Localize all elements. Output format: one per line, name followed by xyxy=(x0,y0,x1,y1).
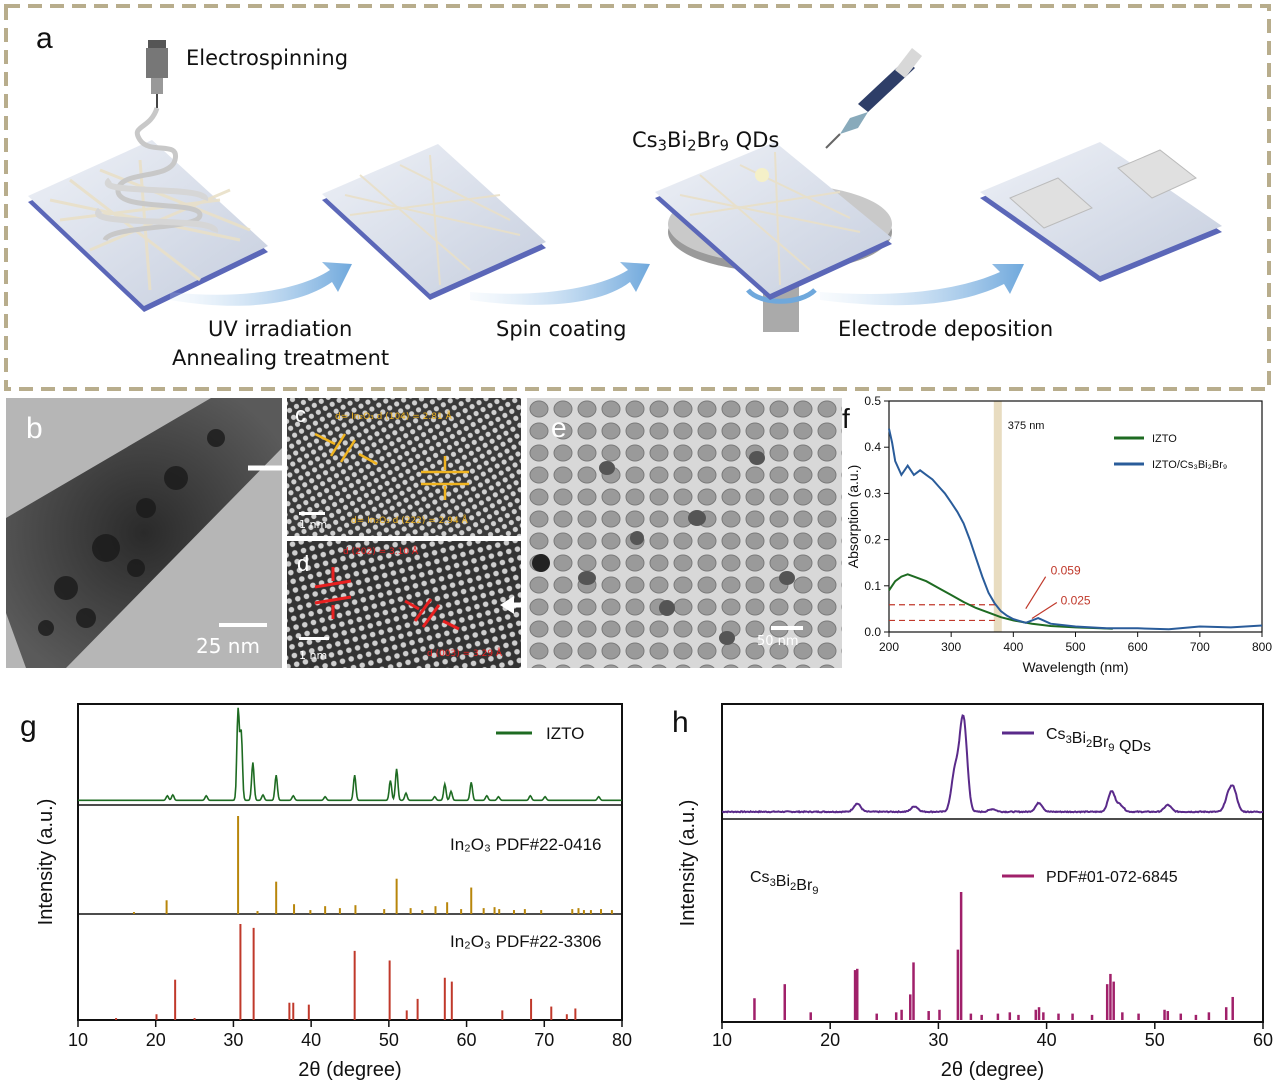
x-tick-label-f: 400 xyxy=(1003,640,1023,654)
series-line-f-0 xyxy=(888,573,1113,630)
chart-h-xrd-cbb: 10 20 30 40 50 60 2θ (degree) Intensity (a.u.) C… xyxy=(672,703,1273,1081)
annot-arrow-1 xyxy=(1031,601,1058,619)
x-tick-label-f: 500 xyxy=(1065,640,1085,654)
x-tick-label-h: 30 xyxy=(928,1030,948,1050)
arrow-1 xyxy=(170,262,352,306)
annot-arrow-0 xyxy=(1025,576,1047,610)
y-tick-label-f: 0.0 xyxy=(864,625,881,639)
x-tick-label-h: 20 xyxy=(820,1030,840,1050)
panel-a-frame xyxy=(4,4,1271,391)
pipette-icon xyxy=(825,48,922,149)
panel-letter-h: h xyxy=(672,706,689,739)
panel-letter-g: g xyxy=(20,710,37,743)
x-tick-label-f: 200 xyxy=(879,640,899,654)
series-label-pdf3306: In₂O₃ PDF#22-3306 xyxy=(450,932,602,951)
scale-e: 50 nm xyxy=(757,634,799,649)
arrow-2 xyxy=(470,262,650,305)
y-tick-label-f: 0.3 xyxy=(864,486,881,500)
x-tick-label-g: 60 xyxy=(457,1030,477,1050)
uv-label: UV irradiation xyxy=(208,317,353,341)
x-tick-label-g: 50 xyxy=(379,1030,399,1050)
panel-c-hrtem-image: c d= In₂O₃ d (104) = 2.81 Å d= In₂O₃ d (… xyxy=(287,398,521,536)
scale-d: 1 nm xyxy=(299,649,328,662)
x-tick-label-f: 800 xyxy=(1252,640,1272,654)
lattice-marker-d xyxy=(314,567,460,631)
panel-a-figure xyxy=(4,4,1271,391)
substrate-spin xyxy=(655,142,892,300)
qd-label: Cs3Bi2Br9 QDs xyxy=(632,128,780,155)
y-axis-label-h: Intensity (a.u.) xyxy=(677,800,699,927)
spinneret-icon xyxy=(146,40,168,108)
substrate-annealed xyxy=(322,144,546,300)
y-axis-label-g: Intensity (a.u.) xyxy=(35,799,57,926)
qd-droplet xyxy=(755,168,769,182)
marker-label: 375 nm xyxy=(1008,420,1045,432)
series-line-qds xyxy=(721,714,1264,814)
x-tick-label-h: 50 xyxy=(1145,1030,1165,1050)
annot-text-1: 0.025 xyxy=(1061,593,1091,607)
plot-frame-h xyxy=(721,703,1264,1023)
panel-letter-b: b xyxy=(26,412,43,445)
annot-c-1: d= In₂O₃ d (104) = 2.81 Å xyxy=(335,412,452,422)
plot-frame-g xyxy=(77,703,623,1021)
y-tick-label-f: 0.5 xyxy=(864,394,881,408)
x-tick-label-h: 40 xyxy=(1037,1030,1057,1050)
x-tick-label-h: 60 xyxy=(1253,1030,1273,1050)
series-line-f-1 xyxy=(888,428,1263,631)
panel-d-hrtem-image: d d (202) = 3.10 Å d (003) = 3.29 Å 1 nm xyxy=(287,541,521,668)
chart-g-xrd-izto: 10 20 30 40 50 60 70 80 2θ (degree) Intensity (a.… xyxy=(20,703,632,1081)
x-tick-label-f: 300 xyxy=(941,640,961,654)
fiber-coil xyxy=(95,107,218,242)
scale-b: 25 nm xyxy=(196,634,260,658)
panel-letter-f: f xyxy=(842,403,850,434)
annot-d-1: d (202) = 3.10 Å xyxy=(343,547,419,557)
annot-c-2: d= In₂O₃ d (222) = 2.94 Å xyxy=(351,516,468,526)
series-line-izto xyxy=(78,707,622,802)
substrate-electrodes xyxy=(980,142,1222,282)
x-tick-label-f: 700 xyxy=(1190,640,1210,654)
x-tick-label-f: 600 xyxy=(1128,640,1148,654)
legend-label-h-1: PDF#01-072-6845 xyxy=(1046,869,1178,886)
panel-letter-c: c xyxy=(295,402,306,427)
arrow-3 xyxy=(820,264,1024,306)
x-tick-label-g: 40 xyxy=(301,1030,321,1050)
panel-b-tem-image: b 25 nm xyxy=(6,398,282,668)
chart-f-absorption: 375 nm 200 300 400 500 600 700 800 0.0 0.1 0.2 0.3 0… xyxy=(842,394,1272,675)
y-tick-label-f: 0.2 xyxy=(864,533,881,547)
x-axis-label-f: Wavelength (nm) xyxy=(1022,659,1128,675)
panel-e-tem-image: e 50 nm xyxy=(527,398,842,668)
nanowire xyxy=(6,398,282,668)
x-tick-label-g: 10 xyxy=(68,1030,88,1050)
annealing-label: Annealing treatment xyxy=(172,346,390,370)
x-tick-label-g: 80 xyxy=(612,1030,632,1050)
x-tick-label-g: 30 xyxy=(223,1030,243,1050)
x-axis-label-g: 2θ (degree) xyxy=(298,1059,401,1081)
panel-letter-d: d xyxy=(297,551,310,576)
lattice-marker-c xyxy=(314,432,469,500)
legend-label-g: IZTO xyxy=(546,724,584,743)
series-label-h-cbb: Cs3Bi2Br9 xyxy=(750,869,819,897)
series-label-pdf0416: In₂O₃ PDF#22-0416 xyxy=(450,835,602,854)
x-tick-label-g: 20 xyxy=(146,1030,166,1050)
legend-label-f-1: IZTO/Cs₃Bi₂Br₉ xyxy=(1152,459,1227,471)
scale-c: 1 nm xyxy=(299,518,328,531)
annot-text-0: 0.059 xyxy=(1051,564,1081,578)
annot-d-2: d (003) = 3.29 Å xyxy=(427,649,503,659)
legend-label-h-0: Cs3Bi2Br9 QDs xyxy=(1046,726,1151,755)
y-tick-label-f: 0.1 xyxy=(864,579,881,593)
electrode-label: Electrode deposition xyxy=(838,317,1054,341)
panel-letter-a: a xyxy=(36,22,53,55)
spin-coating-label: Spin coating xyxy=(496,317,627,341)
electrospinning-label: Electrospinning xyxy=(186,46,349,70)
legend-label-f-0: IZTO xyxy=(1152,433,1177,445)
panel-letter-e: e xyxy=(551,412,567,443)
y-axis-label-f: Absorption (a.u.) xyxy=(845,465,861,569)
x-tick-label-h: 10 xyxy=(712,1030,732,1050)
marker-band-375 xyxy=(993,401,1002,632)
x-axis-label-h: 2θ (degree) xyxy=(941,1059,1044,1081)
x-tick-label-g: 70 xyxy=(534,1030,554,1050)
y-tick-label-f: 0.4 xyxy=(864,440,881,454)
